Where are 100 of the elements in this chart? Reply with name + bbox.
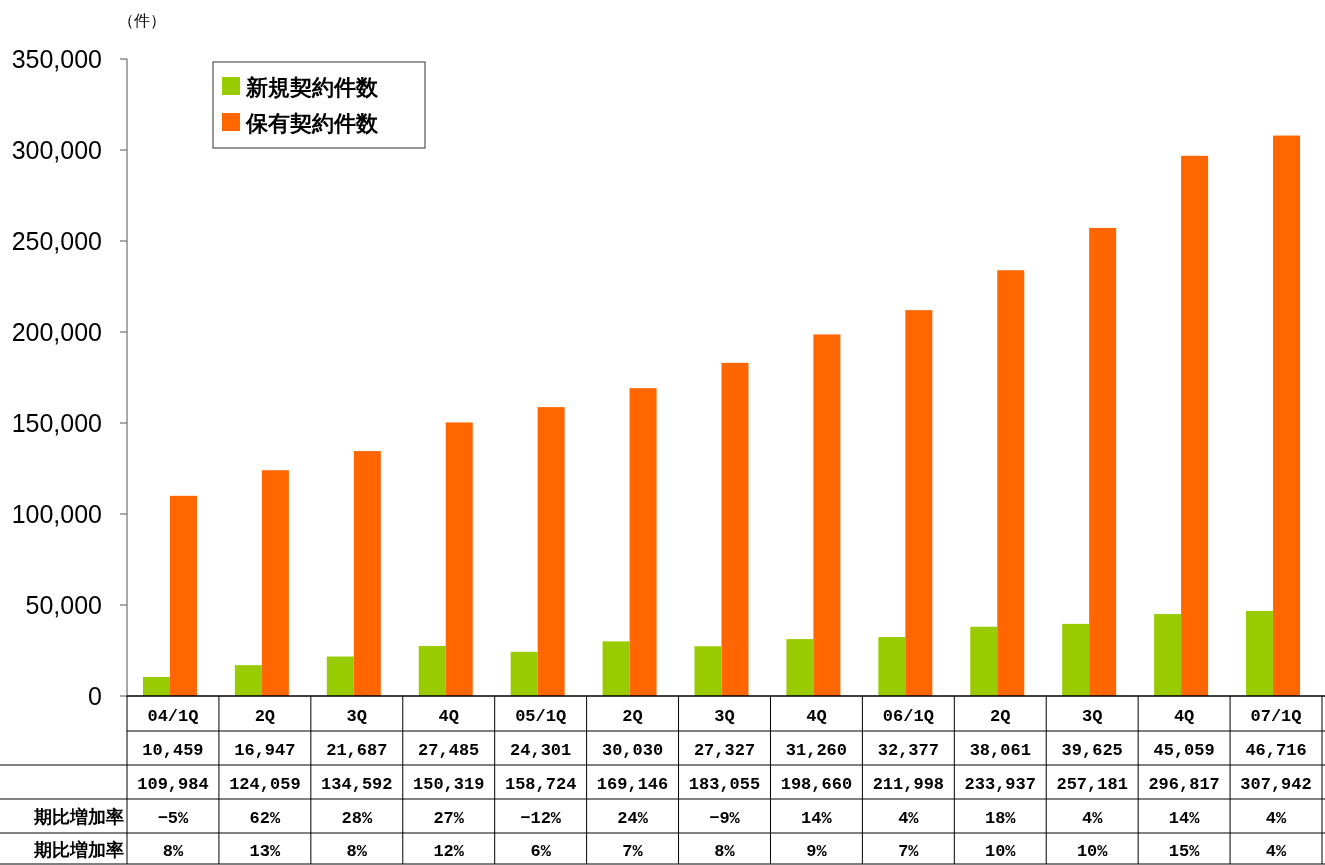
bar bbox=[1062, 623, 1090, 696]
text: 9% bbox=[806, 841, 827, 861]
data-label: 233,937 bbox=[964, 775, 1036, 794]
y-tick-label: 300,000 bbox=[11, 136, 102, 164]
data-label: 211,998 bbox=[872, 775, 945, 794]
bar bbox=[261, 470, 289, 696]
text: 4% bbox=[1081, 809, 1103, 828]
text: 期比増加率 bbox=[34, 806, 124, 827]
text: 12% bbox=[433, 841, 465, 861]
bar bbox=[878, 637, 906, 696]
text: 28% bbox=[341, 809, 373, 828]
bar bbox=[510, 651, 538, 696]
bar bbox=[970, 626, 998, 696]
data-label: 257,181 bbox=[1056, 775, 1128, 794]
text: 15% bbox=[1168, 841, 1200, 861]
data-label: 183,055 bbox=[688, 775, 761, 794]
x-tick-label: 06/1Q bbox=[882, 706, 934, 726]
bar bbox=[905, 310, 933, 696]
y-tick-label: 250,000 bbox=[11, 227, 102, 255]
data-label: 16,947 bbox=[234, 741, 296, 760]
y-tick-label: 100,000 bbox=[11, 500, 102, 528]
x-tick-label: 2Q bbox=[622, 706, 643, 726]
x-tick-label: 05/1Q bbox=[515, 706, 567, 726]
bar bbox=[142, 676, 170, 696]
data-label: 296,817 bbox=[1148, 775, 1220, 794]
x-tick-label: 07/1Q bbox=[1250, 706, 1302, 726]
data-label: 21,687 bbox=[326, 741, 388, 760]
data-label: 307,942 bbox=[1240, 775, 1312, 794]
y-tick-label: 200,000 bbox=[11, 318, 102, 346]
x-tick-label: 4Q bbox=[806, 706, 827, 726]
text: −5% bbox=[157, 809, 189, 828]
y-tick-label: 350,000 bbox=[11, 45, 102, 73]
bar bbox=[326, 656, 354, 696]
bar bbox=[721, 362, 749, 696]
text: 8% bbox=[162, 841, 184, 861]
text: 7% bbox=[898, 841, 919, 861]
x-tick-label: 3Q bbox=[1081, 706, 1103, 726]
text: 27% bbox=[433, 809, 465, 828]
x-tick-label: 2Q bbox=[254, 706, 276, 726]
data-label: 32,377 bbox=[877, 741, 939, 760]
data-label: 27,485 bbox=[418, 741, 480, 760]
data-label: 109,984 bbox=[137, 775, 209, 794]
data-label: 24,301 bbox=[510, 741, 572, 760]
text: −9% bbox=[709, 809, 740, 828]
legend-label: 新規契約件数 bbox=[245, 75, 379, 100]
x-tick-label: 04/1Q bbox=[147, 706, 199, 726]
data-label: 30,030 bbox=[601, 741, 664, 760]
x-tick-label: 3Q bbox=[714, 706, 735, 726]
bar bbox=[602, 641, 630, 696]
bar bbox=[1181, 155, 1209, 696]
text: 62% bbox=[249, 809, 281, 828]
data-label: 46,716 bbox=[1245, 741, 1307, 760]
text: 7% bbox=[622, 841, 643, 861]
text: 14% bbox=[801, 809, 832, 828]
bar bbox=[786, 639, 814, 696]
text: 8% bbox=[714, 841, 735, 861]
text: 8% bbox=[346, 841, 368, 861]
text: 13% bbox=[249, 841, 281, 861]
data-label: 38,061 bbox=[969, 741, 1031, 760]
x-tick-label: 4Q bbox=[438, 706, 459, 726]
bar bbox=[445, 422, 473, 696]
data-label: 10,459 bbox=[142, 741, 204, 760]
x-tick-label: 2Q bbox=[990, 706, 1011, 726]
text: 期比増加率 bbox=[34, 838, 124, 860]
bar bbox=[1246, 610, 1274, 696]
bar bbox=[1273, 135, 1301, 696]
data-label: 31,260 bbox=[785, 741, 848, 760]
bar bbox=[694, 646, 722, 696]
data-label: 169,146 bbox=[596, 775, 669, 794]
data-label: 150,319 bbox=[413, 775, 485, 794]
x-tick-label: 4Q bbox=[1173, 706, 1195, 726]
bar bbox=[997, 270, 1025, 696]
y-tick-label: 50,000 bbox=[25, 591, 102, 619]
bar bbox=[629, 388, 657, 696]
data-label: 39,625 bbox=[1061, 741, 1123, 760]
bar bbox=[813, 334, 841, 696]
y-axis-title: （件） bbox=[118, 11, 166, 30]
y-tick-label: 150,000 bbox=[11, 409, 102, 437]
text: 6% bbox=[530, 841, 551, 861]
text: 4% bbox=[1265, 841, 1287, 861]
text: 4% bbox=[898, 809, 919, 828]
bar bbox=[1089, 227, 1117, 696]
data-label: 45,059 bbox=[1153, 741, 1215, 760]
bar bbox=[1154, 613, 1182, 696]
bar bbox=[234, 665, 262, 696]
legend-label: 保有契約件数 bbox=[245, 111, 379, 136]
text: −12% bbox=[520, 809, 562, 828]
text: 14% bbox=[1168, 809, 1200, 828]
data-label: 27,327 bbox=[693, 741, 756, 760]
bar bbox=[353, 451, 381, 696]
bar bbox=[537, 407, 565, 696]
text: 4% bbox=[1265, 809, 1287, 828]
data-label: 124,059 bbox=[229, 775, 301, 794]
text: 24% bbox=[617, 809, 648, 828]
text: 10% bbox=[984, 841, 1016, 861]
bar bbox=[418, 645, 446, 696]
bar bbox=[169, 495, 197, 696]
y-tick-label: 0 bbox=[88, 682, 102, 710]
text: 18% bbox=[984, 809, 1016, 828]
data-label: 158,724 bbox=[504, 775, 577, 794]
